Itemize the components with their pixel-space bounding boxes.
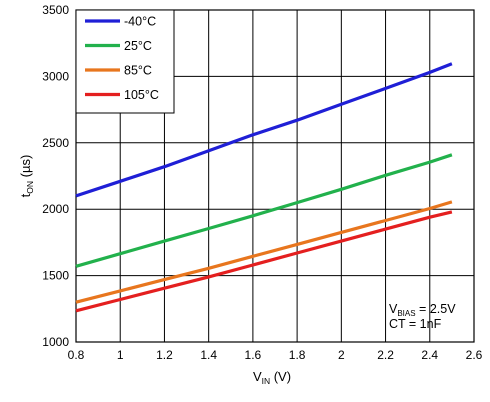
annotation-ct: CT = 1nF <box>389 317 442 331</box>
x-axis-label-sub: IN <box>262 376 271 386</box>
legend-label-1: 25°C <box>124 39 152 53</box>
x-tick-labels: 0.8 1 1.2 1.4 1.6 1.8 2 2.2 2.4 2.6 <box>68 348 483 362</box>
annotation-vbias-sub: BIAS <box>397 309 415 318</box>
y-tick-label: 1000 <box>42 335 69 349</box>
y-axis-label-main: t <box>18 193 33 197</box>
conditions-annotation: VBIAS = 2.5V CT = 1nF <box>389 302 456 331</box>
x-axis-label-unit: (V) <box>270 369 291 384</box>
x-tick-label: 2.6 <box>466 348 483 362</box>
x-tick-label: 1 <box>117 348 124 362</box>
legend: -40°C 25°C 85°C 105°C <box>75 9 175 114</box>
annotation-vbias: VBIAS = 2.5V <box>389 302 456 318</box>
legend-label-3: 105°C <box>124 88 159 102</box>
y-axis-label-unit: (µs) <box>18 155 33 181</box>
x-tick-label: 2.4 <box>421 348 438 362</box>
x-axis-label-main: V <box>253 369 262 384</box>
x-tick-label: 2 <box>338 348 345 362</box>
annotation-vbias-main: V <box>389 302 398 316</box>
series-line-2 <box>75 200 453 304</box>
series-line-3 <box>75 210 453 313</box>
series-line-0 <box>75 62 453 198</box>
series-layer <box>75 62 453 313</box>
y-tick-label: 1500 <box>42 269 69 283</box>
y-tick-labels: 1000 1500 2000 2500 3000 3500 <box>42 3 69 349</box>
plot-area-frame <box>75 9 475 343</box>
y-tick-label: 2000 <box>42 202 69 216</box>
x-tick-label: 1.4 <box>200 348 217 362</box>
y-axis-label: tON (µs) <box>18 155 35 198</box>
x-tick-label: 2.2 <box>377 348 394 362</box>
y-tick-label: 2500 <box>42 136 69 150</box>
y-tick-label: 3000 <box>42 69 69 83</box>
x-tick-label: 1.8 <box>289 348 306 362</box>
x-tick-label: 0.8 <box>68 348 85 362</box>
legend-box <box>75 9 175 114</box>
y-axis-label-sub: ON <box>25 181 35 194</box>
legend-label-0: -40°C <box>124 15 156 29</box>
x-tick-label: 1.2 <box>156 348 173 362</box>
y-tick-label: 3500 <box>42 3 69 17</box>
x-axis-label: VIN (V) <box>253 369 291 386</box>
annotation-vbias-rest: = 2.5V <box>416 302 457 316</box>
x-tick-label: 1.6 <box>245 348 262 362</box>
legend-label-2: 85°C <box>124 64 152 78</box>
series-line-1 <box>75 153 453 268</box>
